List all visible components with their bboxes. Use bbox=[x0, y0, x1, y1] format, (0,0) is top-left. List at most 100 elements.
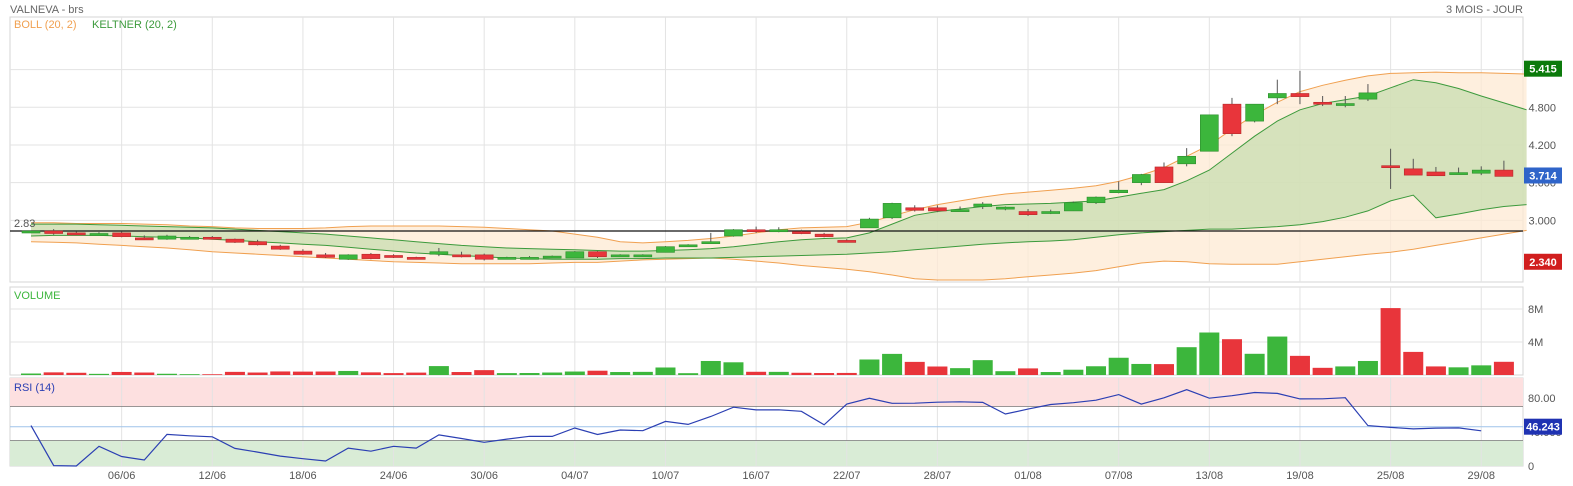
x-tick-label: 25/08 bbox=[1377, 470, 1405, 482]
volume-bar bbox=[1244, 353, 1265, 375]
volume-bar bbox=[1471, 365, 1492, 375]
volume-bar bbox=[746, 371, 767, 375]
volume-bar bbox=[678, 373, 699, 375]
y-tick-label: 3.000 bbox=[1528, 215, 1556, 227]
y-tick-label: 4M bbox=[1528, 337, 1543, 349]
candle bbox=[452, 254, 471, 258]
low-price-tag-bg bbox=[1524, 253, 1562, 270]
volume-bar bbox=[292, 371, 313, 375]
candle bbox=[44, 230, 63, 234]
price-panel: 3.0003.6004.2004.8005.4002.835.4153.7142… bbox=[9, 16, 1562, 283]
x-tick-label: 13/08 bbox=[1196, 470, 1224, 482]
candle bbox=[1177, 155, 1196, 165]
candle bbox=[905, 207, 925, 211]
volume-bar bbox=[882, 353, 903, 375]
candle bbox=[112, 232, 131, 237]
candle bbox=[1471, 169, 1491, 174]
candle bbox=[1313, 101, 1332, 105]
candle bbox=[497, 257, 517, 260]
volume-bar bbox=[21, 373, 41, 375]
x-axis: 06/06 12/06 18/06 24/06 30/06 04/07 10/07 16/07… bbox=[108, 470, 1495, 482]
candle bbox=[792, 231, 811, 234]
x-tick-label: 06/06 bbox=[108, 470, 136, 482]
volume-bar bbox=[111, 371, 132, 375]
volume-bar bbox=[1131, 363, 1152, 375]
volume-bar bbox=[1108, 357, 1129, 375]
candle bbox=[746, 229, 766, 233]
volume-bar bbox=[1403, 351, 1424, 375]
reference-line-label: 2.83 bbox=[14, 218, 35, 230]
candle bbox=[225, 238, 245, 243]
candle bbox=[882, 203, 902, 219]
volume-bar bbox=[1267, 336, 1288, 375]
candle bbox=[1426, 171, 1446, 177]
candle bbox=[1449, 172, 1468, 175]
volume-bar bbox=[383, 373, 404, 375]
x-tick-label: 30/06 bbox=[470, 470, 498, 482]
legend-boll: BOLL (20, 2) bbox=[14, 19, 77, 31]
volume-panel: 4M 8M bbox=[9, 286, 1543, 376]
candle bbox=[678, 244, 698, 248]
volume-bar bbox=[972, 360, 993, 375]
volume-bar bbox=[1063, 369, 1084, 375]
x-tick-label: 10/07 bbox=[652, 470, 680, 482]
volume-bar bbox=[587, 370, 608, 375]
candle bbox=[814, 233, 834, 237]
volume-bar bbox=[1425, 366, 1446, 375]
volume-bar bbox=[1335, 366, 1356, 375]
candle bbox=[656, 246, 675, 253]
y-tick-label: 8M bbox=[1528, 304, 1543, 316]
volume-bar bbox=[202, 374, 223, 375]
volume-bar bbox=[428, 366, 449, 375]
x-tick-label: 29/08 bbox=[1467, 470, 1495, 482]
x-tick-label: 01/08 bbox=[1014, 470, 1042, 482]
volume-bar bbox=[496, 373, 517, 375]
volume-bar bbox=[814, 373, 835, 375]
candle bbox=[633, 254, 653, 258]
y-tick-label: 4.800 bbox=[1528, 102, 1556, 114]
candle bbox=[1064, 202, 1083, 212]
volume-bar bbox=[723, 362, 744, 375]
volume-bar bbox=[519, 373, 540, 375]
volume-bar bbox=[1154, 364, 1174, 375]
candle bbox=[1494, 169, 1514, 177]
candle bbox=[973, 203, 993, 207]
candle bbox=[1290, 93, 1310, 97]
keltner-lower-line bbox=[30, 194, 1527, 260]
candle bbox=[1154, 166, 1174, 183]
legend-volume: VOLUME bbox=[14, 290, 60, 302]
volume-bar bbox=[270, 371, 291, 375]
candle bbox=[724, 229, 743, 237]
volume-bar bbox=[156, 373, 177, 375]
keltner-upper-line bbox=[31, 79, 1527, 252]
period-label[interactable]: 3 MOIS - JOUR bbox=[1446, 4, 1523, 16]
chart-title: VALNEVA - brs bbox=[10, 4, 84, 16]
candle bbox=[1358, 92, 1378, 100]
volume-bar bbox=[1357, 360, 1378, 375]
volume-bar bbox=[66, 372, 87, 375]
rsi-line bbox=[30, 389, 1482, 467]
volume-bar bbox=[1199, 332, 1220, 375]
volume-bar bbox=[791, 372, 812, 375]
legend-keltner: KELTNER (20, 2) bbox=[92, 19, 177, 31]
candle bbox=[338, 254, 358, 260]
volume-bar bbox=[406, 372, 427, 375]
candle bbox=[520, 257, 539, 260]
rsi-value-tag: 46.243 bbox=[1526, 422, 1560, 434]
candle bbox=[157, 235, 177, 240]
volume-bar bbox=[43, 372, 64, 375]
keltner-fill bbox=[31, 79, 1527, 260]
candle bbox=[1222, 103, 1242, 134]
candle bbox=[928, 207, 947, 212]
volume-bar bbox=[134, 372, 155, 375]
volume-bar bbox=[655, 367, 676, 375]
candle bbox=[135, 237, 154, 241]
x-tick-label: 22/07 bbox=[833, 470, 861, 482]
volume-bar bbox=[904, 361, 925, 375]
candle bbox=[1109, 189, 1128, 193]
x-tick-label: 28/07 bbox=[924, 470, 952, 482]
candle bbox=[180, 236, 199, 240]
volume-bar bbox=[1018, 368, 1039, 375]
